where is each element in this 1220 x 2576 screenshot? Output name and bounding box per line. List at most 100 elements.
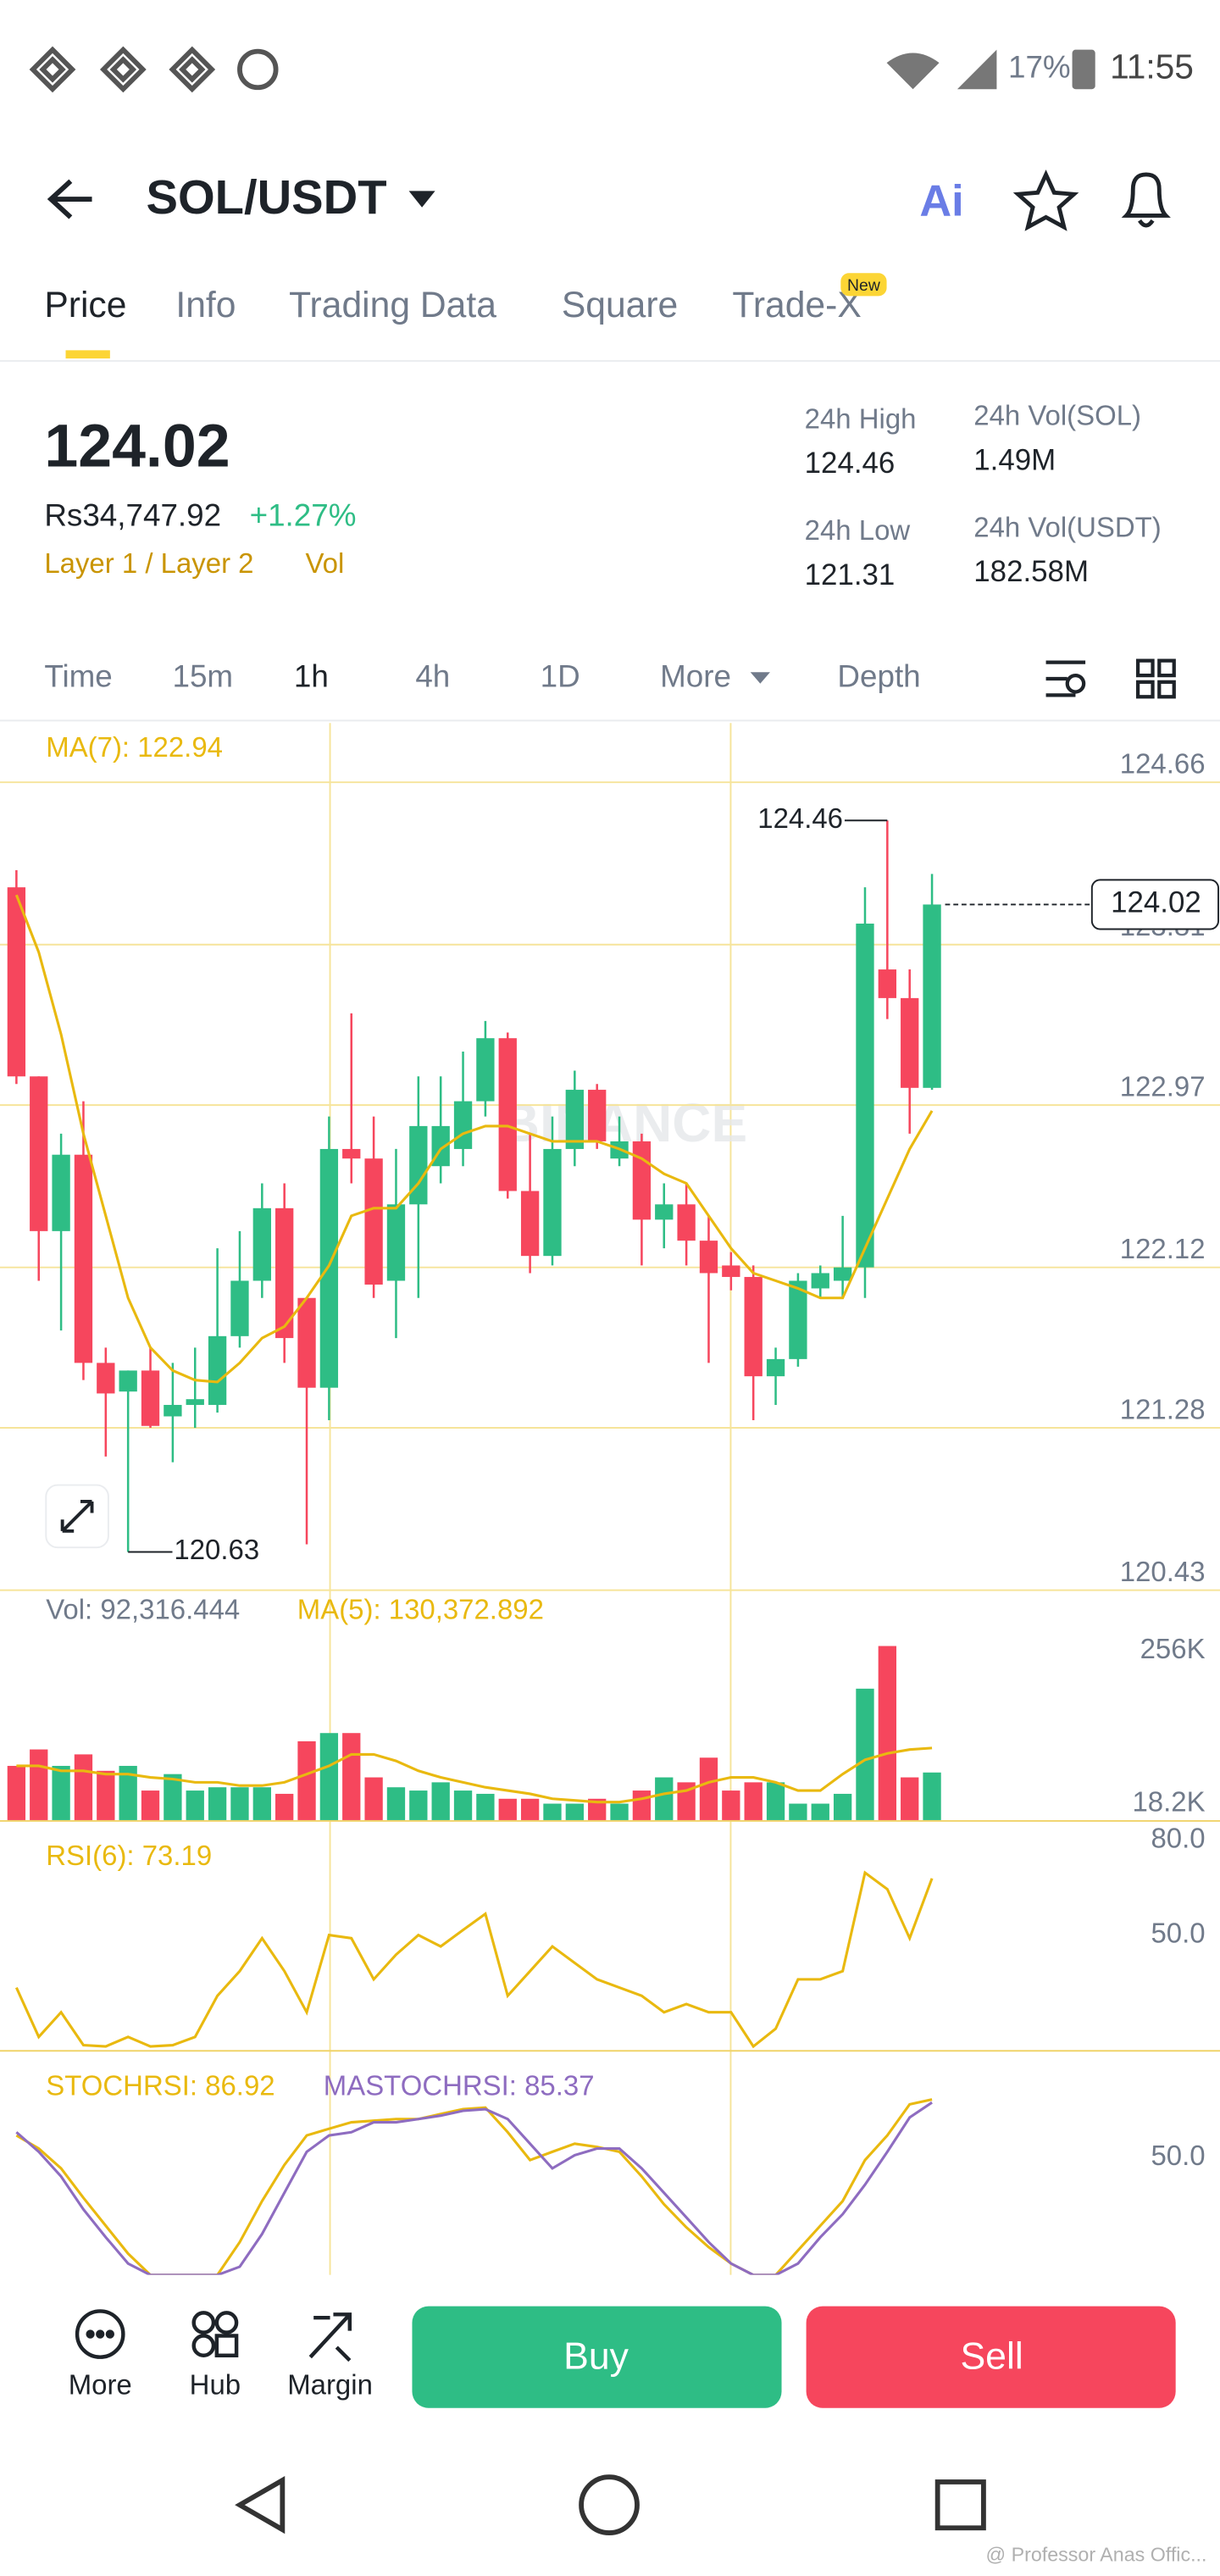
fiat-price: Rs34,747.92 bbox=[44, 498, 221, 533]
candle-body bbox=[141, 1370, 160, 1426]
sell-label[interactable]: Sell bbox=[960, 2335, 1023, 2377]
interval[interactable]: 15m bbox=[172, 659, 233, 694]
volume-bar bbox=[186, 1790, 204, 1820]
interval[interactable]: Time bbox=[44, 659, 112, 694]
candle-body bbox=[453, 1101, 473, 1149]
tab[interactable]: Trading Data bbox=[289, 285, 496, 325]
nav-recents[interactable] bbox=[934, 2479, 986, 2531]
status-icons bbox=[29, 46, 1095, 93]
price-change: +1.27% bbox=[250, 498, 357, 533]
volume-bar bbox=[811, 1803, 829, 1820]
credit: @ Professor Anas Offic... bbox=[986, 2543, 1207, 2565]
candle-body bbox=[7, 887, 26, 1077]
chart-settings[interactable] bbox=[1045, 660, 1086, 697]
volume-bar bbox=[52, 1765, 70, 1820]
interval[interactable]: Depth bbox=[837, 659, 920, 694]
tab[interactable]: Trade-X bbox=[732, 285, 861, 325]
candle-body bbox=[699, 1241, 718, 1274]
pair-dropdown[interactable] bbox=[408, 191, 435, 208]
tag[interactable]: Layer 1 / Layer 2 bbox=[44, 547, 253, 579]
candle-body bbox=[677, 1204, 696, 1241]
volume-bar bbox=[833, 1793, 852, 1820]
interval[interactable]: More bbox=[660, 659, 731, 694]
volume-bar bbox=[610, 1803, 629, 1820]
nav-home[interactable] bbox=[579, 2474, 640, 2535]
charts: 124.46 120.63 bbox=[0, 781, 1220, 2275]
interval[interactable]: 1h bbox=[294, 659, 329, 694]
tab[interactable]: Square bbox=[562, 285, 678, 325]
badge-text: New bbox=[847, 276, 881, 295]
buy-button[interactable] bbox=[412, 2306, 782, 2408]
volume-bar bbox=[789, 1803, 807, 1820]
y-tick-label: 121.28 bbox=[1120, 1393, 1206, 1424]
tool-label[interactable]: Margin bbox=[287, 2368, 373, 2400]
last-price-box bbox=[1090, 879, 1220, 930]
y-tick-label: 124.66 bbox=[1120, 747, 1206, 779]
volume-bar bbox=[319, 1733, 339, 1820]
volume-bar bbox=[498, 1798, 517, 1820]
interval[interactable]: 1D bbox=[541, 659, 580, 694]
ai-button[interactable]: Ai bbox=[919, 177, 963, 226]
candle-body bbox=[901, 997, 919, 1088]
volume-bar bbox=[722, 1790, 740, 1820]
candle-body bbox=[119, 1370, 137, 1392]
nav-back[interactable] bbox=[235, 2476, 286, 2534]
tool-label[interactable]: More bbox=[69, 2368, 132, 2400]
legend-label: Vol: 92,316.444 bbox=[46, 1594, 240, 1625]
sell-button[interactable] bbox=[806, 2306, 1176, 2408]
volume-bar bbox=[30, 1749, 48, 1820]
volume-bar bbox=[699, 1757, 718, 1820]
alert-button[interactable] bbox=[1121, 172, 1171, 228]
candle-body bbox=[833, 1267, 852, 1281]
candle-body bbox=[386, 1204, 406, 1281]
tool-icons[interactable] bbox=[75, 2309, 352, 2362]
y-tick-label: 256K bbox=[1140, 1633, 1206, 1664]
tool-label[interactable]: Hub bbox=[190, 2368, 241, 2400]
expand-button[interactable] bbox=[45, 1484, 109, 1549]
volume-bar bbox=[588, 1798, 607, 1820]
candle-body bbox=[252, 1208, 271, 1281]
tab[interactable]: Price bbox=[44, 285, 126, 325]
back-button[interactable] bbox=[47, 179, 92, 219]
candle-body bbox=[789, 1280, 807, 1359]
tab[interactable]: Info bbox=[175, 285, 236, 325]
candle-body bbox=[655, 1204, 674, 1220]
volume-bar bbox=[164, 1774, 182, 1820]
y-tick-label: 80.0 bbox=[1151, 1823, 1205, 1854]
indicator-line bbox=[16, 1746, 933, 1804]
candle-body bbox=[722, 1265, 740, 1277]
candle-body bbox=[409, 1125, 428, 1205]
volume-bar bbox=[409, 1790, 428, 1820]
candle-body bbox=[30, 1076, 48, 1231]
candle-body bbox=[476, 1038, 495, 1102]
pair-name[interactable]: SOL/USDT bbox=[146, 170, 386, 224]
volume-bar bbox=[252, 1787, 271, 1820]
more-dropdown[interactable] bbox=[750, 672, 770, 684]
legend-label: STOCHRSI: 86.92 bbox=[46, 2070, 274, 2101]
interval[interactable]: 4h bbox=[415, 659, 450, 694]
y-tick-label: 122.12 bbox=[1120, 1233, 1206, 1264]
indicator-line bbox=[15, 2101, 933, 2275]
tag[interactable]: Vol bbox=[305, 547, 344, 579]
layout-button[interactable] bbox=[1135, 658, 1176, 699]
buy-label[interactable]: Buy bbox=[563, 2335, 629, 2377]
volume-bar bbox=[520, 1798, 540, 1820]
indicator-line bbox=[14, 1870, 934, 2049]
volume-bar bbox=[744, 1782, 762, 1820]
stat-label: 24h Vol(SOL) bbox=[973, 400, 1141, 431]
volume-bar bbox=[565, 1803, 584, 1820]
legend-label: MA(5): 130,372.892 bbox=[297, 1594, 544, 1625]
candle-body bbox=[923, 904, 941, 1088]
y-tick-label: 18.2K bbox=[1132, 1785, 1205, 1817]
volume-bar bbox=[856, 1688, 874, 1820]
stat-value: 124.46 bbox=[805, 447, 896, 480]
stat-value: 1.49M bbox=[973, 443, 1056, 476]
volume-bar bbox=[453, 1790, 473, 1820]
y-tick-label: 120.43 bbox=[1120, 1556, 1206, 1587]
favorite-button[interactable] bbox=[1012, 169, 1079, 231]
stat-value: 121.31 bbox=[805, 558, 896, 591]
candle-body bbox=[744, 1276, 762, 1377]
candle-body bbox=[364, 1158, 383, 1285]
